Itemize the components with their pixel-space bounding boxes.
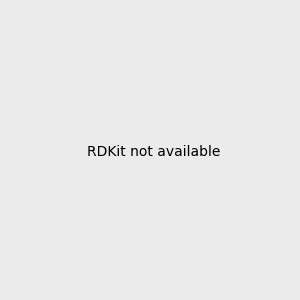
Text: RDKit not available: RDKit not available [87, 145, 220, 158]
